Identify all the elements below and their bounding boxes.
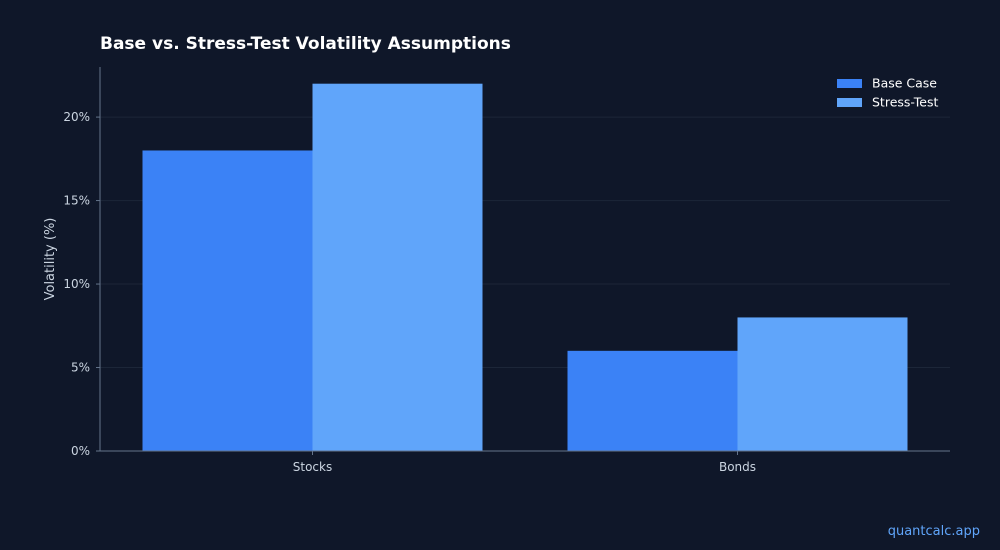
legend-swatch (837, 79, 862, 88)
chart-title: Base vs. Stress-Test Volatility Assumpti… (100, 34, 511, 54)
y-tick-label: 0% (71, 444, 90, 458)
legend: Base Case Stress-Test (837, 76, 938, 110)
bars (142, 83, 908, 452)
bar-stress-test-bonds (737, 317, 908, 451)
x-tick-label: Bonds (719, 460, 756, 474)
legend-swatch (837, 98, 862, 107)
y-tick-label: 15% (63, 194, 90, 208)
legend-label: Base Case (872, 76, 937, 91)
y-axis-label: Volatility (%) (43, 218, 58, 301)
y-tick-label: 10% (63, 277, 90, 291)
bar-base-case-stocks (142, 150, 313, 451)
x-tick-label: Stocks (293, 460, 332, 474)
bar-stress-test-stocks (312, 83, 483, 452)
x-ticks: Stocks Bonds (293, 451, 756, 474)
y-ticks: 0% 5% 10% 15% 20% (63, 110, 100, 458)
y-tick-label: 5% (71, 361, 90, 375)
bar-base-case-bonds (567, 350, 738, 451)
watermark-link[interactable]: quantcalc.app (887, 524, 980, 539)
axes (99, 67, 950, 452)
legend-label: Stress-Test (872, 95, 938, 110)
y-tick-label: 20% (63, 110, 90, 124)
